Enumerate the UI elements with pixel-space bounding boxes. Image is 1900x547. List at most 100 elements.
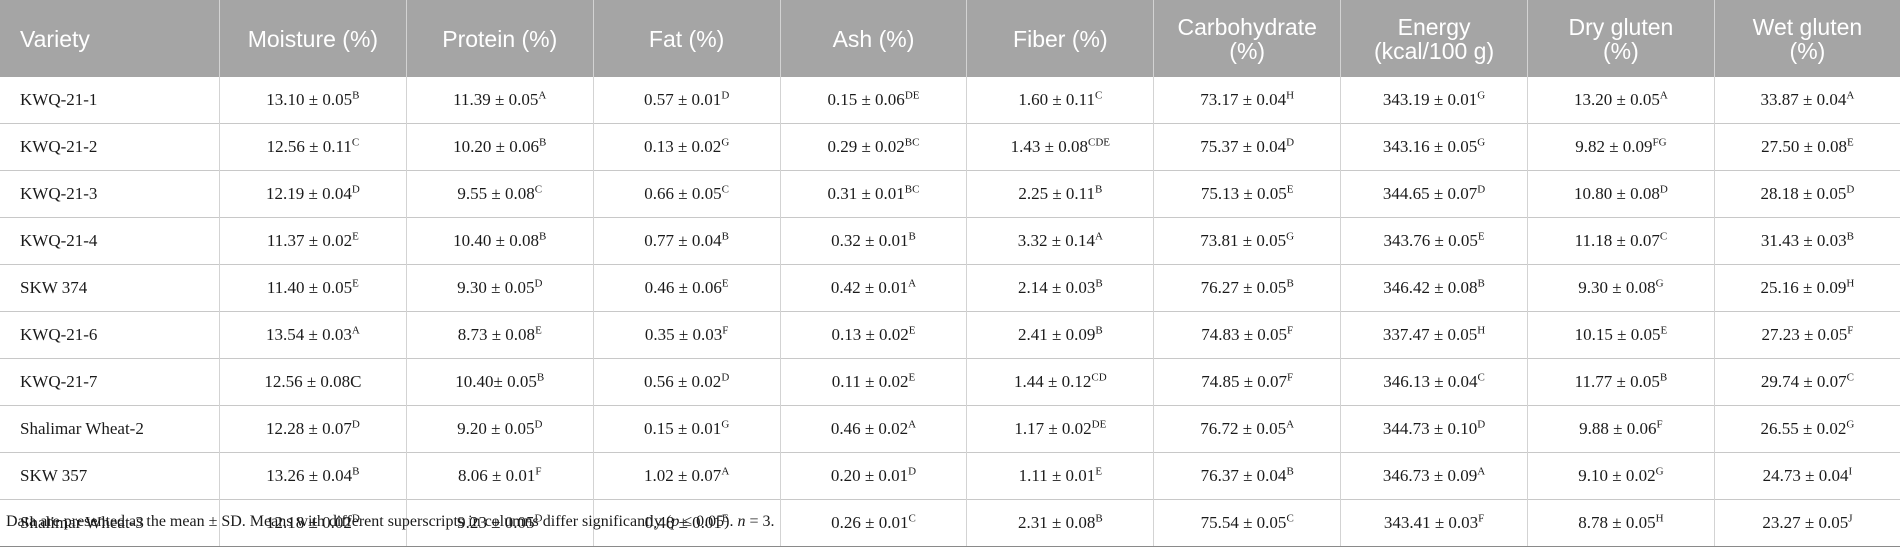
significance-superscript: E xyxy=(1095,465,1103,478)
significance-superscript: B xyxy=(1846,230,1855,243)
value-cell: 8.78 ± 0.05H xyxy=(1526,499,1715,547)
significance-superscript: C xyxy=(1095,89,1103,102)
value-cell: 8.06 ± 0.01F xyxy=(405,452,594,500)
column-header-8: Dry gluten (%) xyxy=(1526,0,1715,77)
significance-superscript: CDE xyxy=(1088,136,1110,149)
mean-sd-value: 0.57 ± 0.01 xyxy=(643,90,722,109)
mean-sd-value: 0.42 ± 0.01 xyxy=(830,278,909,297)
mean-sd-value: 0.15 ± 0.01 xyxy=(643,419,722,438)
significance-superscript: E xyxy=(1846,136,1854,149)
significance-superscript: D xyxy=(534,277,543,290)
value-cell: 2.14 ± 0.03B xyxy=(966,264,1154,312)
significance-superscript: D xyxy=(721,371,730,384)
table-row: KWQ-21-2 12.56 ± 0.11C 10.20 ± 0.06B 0.13 ±… xyxy=(0,123,1900,171)
mean-sd-value: 0.46 ± 0.02 xyxy=(830,419,909,438)
significance-superscript: F xyxy=(1656,418,1663,431)
value-cell: 344.65 ± 0.07D xyxy=(1340,170,1528,218)
mean-sd-value: 27.23 ± 0.05 xyxy=(1761,325,1848,344)
value-cell: 11.37 ± 0.02E xyxy=(218,217,407,265)
mean-sd-value: 0.29 ± 0.02 xyxy=(827,137,905,156)
significance-superscript: A xyxy=(908,277,917,290)
mean-sd-value: 2.41 ± 0.09 xyxy=(1017,325,1096,344)
value-cell: 0.31 ± 0.01BC xyxy=(779,170,967,218)
mean-sd-value: 10.40 ± 0.08 xyxy=(453,231,539,250)
significance-superscript: C xyxy=(1477,371,1485,384)
mean-sd-value: 0.13 ± 0.02 xyxy=(643,137,722,156)
value-cell: 11.40 ± 0.05E xyxy=(218,264,407,312)
value-cell: 76.37 ± 0.04B xyxy=(1153,452,1341,500)
column-header-7: Energy (kcal/100 g) xyxy=(1340,0,1528,77)
significance-superscript: D xyxy=(534,512,543,525)
mean-sd-value: 75.13 ± 0.05 xyxy=(1200,184,1287,203)
significance-superscript: F xyxy=(1478,512,1485,525)
significance-superscript: G xyxy=(721,136,730,149)
value-cell: 0.29 ± 0.02BC xyxy=(779,123,967,171)
variety-cell: SKW 374 xyxy=(0,264,220,312)
column-header-line: Moisture (%) xyxy=(247,25,379,52)
table-row: SKW 374 11.40 ± 0.05E 9.30 ± 0.05D 0.46 ± 0… xyxy=(0,264,1900,312)
mean-sd-value: 26.55 ± 0.02 xyxy=(1760,419,1847,438)
value-cell: 1.43 ± 0.08CDE xyxy=(966,123,1154,171)
significance-superscript: G xyxy=(721,418,730,431)
value-cell: 75.13 ± 0.05E xyxy=(1153,170,1341,218)
significance-superscript: A xyxy=(538,89,547,102)
variety-cell: KWQ-21-2 xyxy=(0,123,220,171)
value-cell: 0.66 ± 0.05C xyxy=(592,170,781,218)
value-cell: 27.23 ± 0.05F xyxy=(1713,311,1900,359)
mean-sd-value: 9.23 ± 0.05 xyxy=(457,513,535,532)
variety-cell: KWQ-21-7 xyxy=(0,358,220,406)
mean-sd-value: 0.35 ± 0.03 xyxy=(644,325,723,344)
table-row: KWQ-21-3 12.19 ± 0.04D 9.55 ± 0.08C 0.66 ± … xyxy=(0,170,1900,218)
value-cell: 346.42 ± 0.08B xyxy=(1340,264,1528,312)
value-cell: 29.74 ± 0.07C xyxy=(1713,358,1900,406)
table-row: SKW 357 13.26 ± 0.04B 8.06 ± 0.01F 1.02 ± 0… xyxy=(0,452,1900,500)
value-cell: 346.13 ± 0.04C xyxy=(1340,358,1528,406)
mean-sd-value: 346.13 ± 0.04 xyxy=(1383,372,1478,391)
column-header-1: Moisture (%) xyxy=(218,0,407,77)
value-cell: 9.30 ± 0.08G xyxy=(1526,264,1715,312)
mean-sd-value: 23.27 ± 0.05 xyxy=(1762,513,1849,532)
mean-sd-value: 0.15 ± 0.06 xyxy=(827,90,905,109)
value-cell: 0.11 ± 0.02E xyxy=(779,358,967,406)
mean-sd-value: 25.16 ± 0.09 xyxy=(1760,278,1847,297)
significance-superscript: B xyxy=(1095,183,1103,196)
significance-superscript: C xyxy=(1286,512,1294,525)
mean-sd-value: 1.17 ± 0.02 xyxy=(1014,419,1092,438)
mean-sd-value: 9.88 ± 0.06 xyxy=(1579,419,1657,438)
mean-sd-value: 3.32 ± 0.14 xyxy=(1017,231,1096,250)
value-cell: 0.15 ± 0.01G xyxy=(592,405,781,453)
significance-superscript: CD xyxy=(1091,371,1107,384)
mean-sd-value: 12.19 ± 0.04 xyxy=(266,184,352,203)
mean-sd-value: 343.76 ± 0.05 xyxy=(1383,231,1478,250)
value-cell: 0.15 ± 0.06DE xyxy=(779,77,967,124)
column-header-6: Carbohydrate (%) xyxy=(1153,0,1341,77)
mean-sd-value: 12.56 ± 0.08C xyxy=(264,372,362,391)
significance-superscript: A xyxy=(1477,465,1486,478)
value-cell: 0.56 ± 0.02D xyxy=(592,358,781,406)
mean-sd-value: 73.17 ± 0.04 xyxy=(1200,90,1287,109)
table-header: Variety Moisture (%) Protein (%) Fat (%) Ash… xyxy=(0,0,1900,77)
mean-sd-value: 9.82 ± 0.09 xyxy=(1575,137,1653,156)
mean-sd-value: 0.20 ± 0.01 xyxy=(830,466,909,485)
significance-superscript: H xyxy=(1846,277,1855,290)
significance-superscript: C xyxy=(721,183,729,196)
value-cell: 11.39 ± 0.05A xyxy=(405,77,594,124)
mean-sd-value: 343.41 ± 0.03 xyxy=(1383,513,1479,532)
value-cell: 346.73 ± 0.09A xyxy=(1340,452,1528,500)
significance-superscript: B xyxy=(721,230,729,243)
significance-superscript: C xyxy=(534,183,543,196)
value-cell: 343.41 ± 0.03F xyxy=(1340,499,1528,547)
mean-sd-value: 0.31 ± 0.01 xyxy=(827,184,905,203)
value-cell: 10.20 ± 0.06B xyxy=(405,123,594,171)
mean-sd-value: 0.46 ± 0.06 xyxy=(644,278,722,297)
significance-superscript: B xyxy=(1095,512,1103,525)
significance-superscript: BC xyxy=(904,136,920,149)
significance-superscript: DE xyxy=(904,89,920,102)
value-cell: 76.72 ± 0.05A xyxy=(1153,405,1341,453)
value-cell: 343.19 ± 0.01G xyxy=(1340,77,1528,124)
significance-superscript: F xyxy=(1287,324,1294,337)
mean-sd-value: 2.25 ± 0.11 xyxy=(1018,184,1096,203)
significance-superscript: B xyxy=(352,89,360,102)
significance-superscript: B xyxy=(1095,277,1103,290)
value-cell: 9.20 ± 0.05D xyxy=(405,405,594,453)
